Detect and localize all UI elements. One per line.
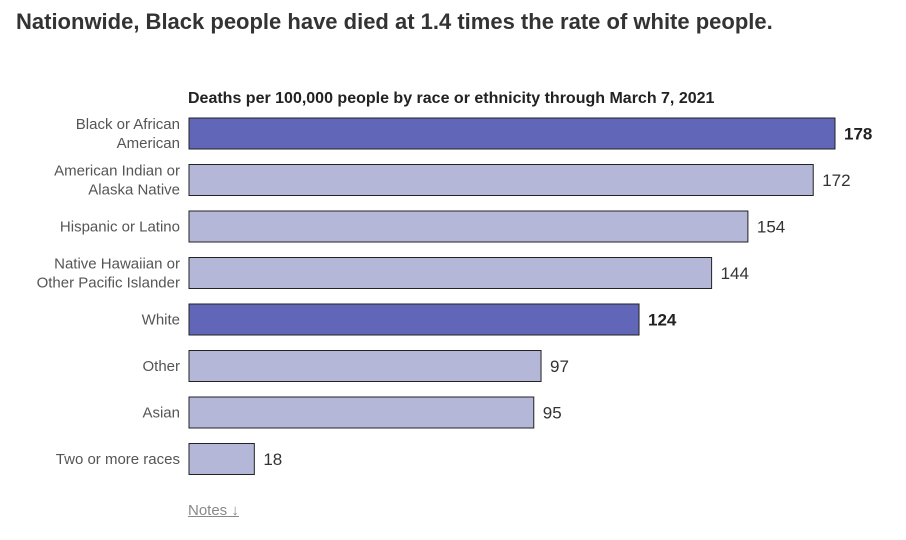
category-label: Native Hawaiian or [54,256,180,273]
category-label: Asian [142,405,180,422]
category-label: American [117,135,180,152]
category-label: Alaska Native [88,182,180,199]
category-label: American Indian or [54,163,180,180]
bar-value-label: 97 [550,357,569,376]
bar-6 [188,396,535,429]
bar-5 [188,350,542,382]
category-label: Other Pacific Islander [37,275,180,292]
bar-value-label: 18 [263,450,282,469]
bar-7 [188,443,255,475]
chart-title: Deaths per 100,000 people by race or eth… [188,90,715,107]
category-label: White [142,312,180,329]
category-label: Other [142,358,180,375]
bar-value-label: 95 [543,404,562,423]
bar-2 [188,210,749,243]
bar-value-label: 124 [648,311,677,330]
bar-value-label: 178 [844,125,872,144]
notes-link[interactable]: Notes ↓ [188,502,239,519]
category-label: Black or African [76,116,180,133]
bar-1 [188,164,814,196]
category-label: Hispanic or Latino [60,219,180,236]
category-label: Two or more races [56,451,180,468]
bars-group: 178 Black or African American 172 American I… [37,116,872,475]
bar-0 [188,117,836,150]
chart-headline: Nationwide, Black people have died at 1.… [16,9,773,34]
bar-value-label: 144 [721,264,749,283]
bar-value-label: 154 [757,218,785,237]
bar-3 [188,257,713,289]
bar-value-label: 172 [822,171,850,190]
bar-4 [188,303,640,336]
